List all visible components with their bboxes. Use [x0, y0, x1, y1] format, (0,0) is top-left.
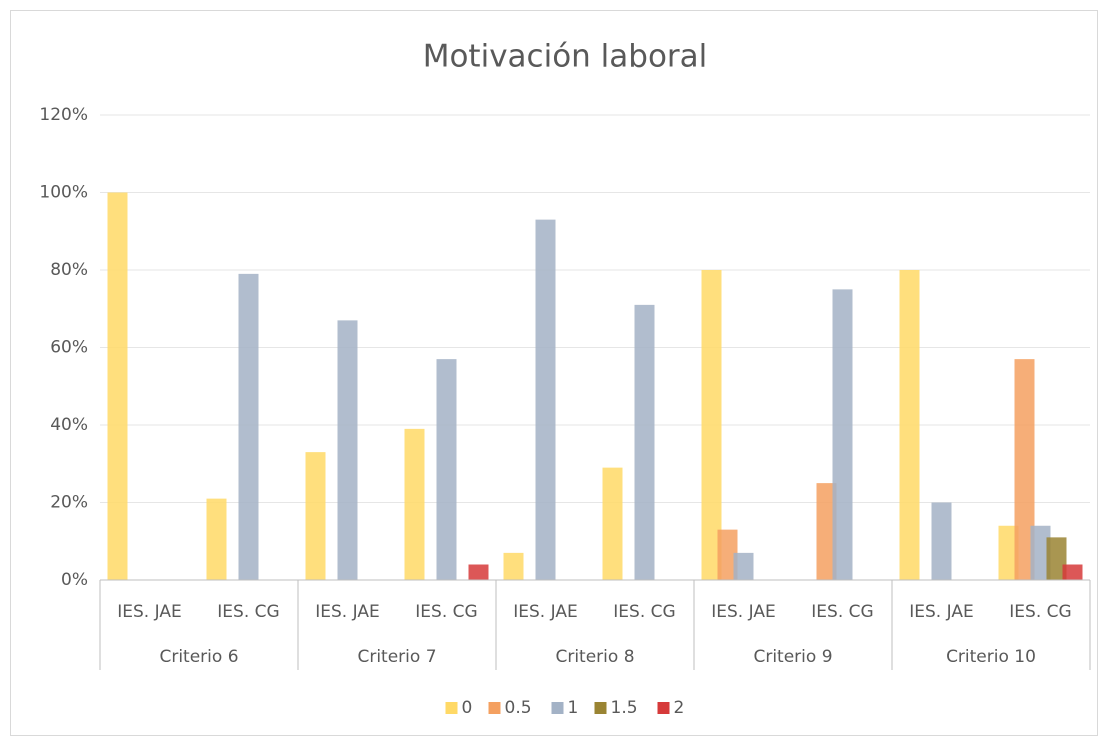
x-tick-label: IES. JAE	[909, 602, 973, 622]
group-label: Criterio 9	[753, 647, 832, 667]
y-tick-label: 60%	[50, 338, 88, 358]
bar	[701, 270, 722, 580]
bar	[602, 467, 623, 580]
legend-swatch	[488, 702, 501, 714]
bar	[998, 525, 1019, 580]
group-label: Criterio 7	[357, 647, 436, 667]
x-tick-label: IES. JAE	[711, 602, 775, 622]
x-tick-label: IES. CG	[613, 602, 675, 622]
bar	[1014, 359, 1035, 580]
x-tick-label: IES. JAE	[315, 602, 379, 622]
legend-label: 0.5	[505, 698, 532, 718]
legend-swatch	[657, 702, 670, 714]
legend-swatch	[551, 702, 564, 714]
legend-swatch	[445, 702, 458, 714]
legend-label: 1.5	[611, 698, 638, 718]
x-tick-label: IES. JAE	[513, 602, 577, 622]
bar	[238, 273, 259, 580]
chart-title: Motivación laboral	[423, 39, 708, 75]
bar	[717, 529, 738, 580]
x-tick-label: IES. CG	[415, 602, 477, 622]
legend-label: 1	[568, 698, 579, 718]
bar	[634, 304, 655, 580]
group-label: Criterio 8	[555, 647, 634, 667]
legend-swatch	[594, 702, 607, 714]
x-tick-label: IES. JAE	[117, 602, 181, 622]
bar	[468, 564, 489, 580]
bar	[337, 320, 358, 580]
bar	[436, 359, 457, 580]
bar	[404, 428, 425, 580]
bar	[931, 502, 952, 580]
x-tick-label: IES. CG	[217, 602, 279, 622]
bar	[107, 192, 128, 580]
legend-label: 0	[462, 698, 473, 718]
bar	[1030, 525, 1051, 580]
y-tick-label: 100%	[39, 183, 88, 203]
bar	[206, 498, 227, 580]
x-tick-label: IES. CG	[811, 602, 873, 622]
y-tick-label: 120%	[39, 105, 88, 125]
bar	[832, 289, 853, 580]
legend-label: 2	[674, 698, 685, 718]
y-tick-label: 20%	[50, 493, 88, 513]
bar	[733, 552, 754, 580]
bar	[305, 452, 326, 580]
bar	[816, 483, 837, 580]
group-label: Criterio 10	[946, 647, 1036, 667]
group-label: Criterio 6	[159, 647, 238, 667]
y-tick-label: 0%	[61, 570, 88, 590]
x-tick-label: IES. CG	[1009, 602, 1071, 622]
y-tick-label: 80%	[50, 260, 88, 280]
bar	[535, 219, 556, 580]
bar	[503, 552, 524, 580]
bar	[899, 270, 920, 580]
bar	[1046, 537, 1067, 580]
bar	[1062, 564, 1083, 580]
y-tick-label: 40%	[50, 415, 88, 435]
